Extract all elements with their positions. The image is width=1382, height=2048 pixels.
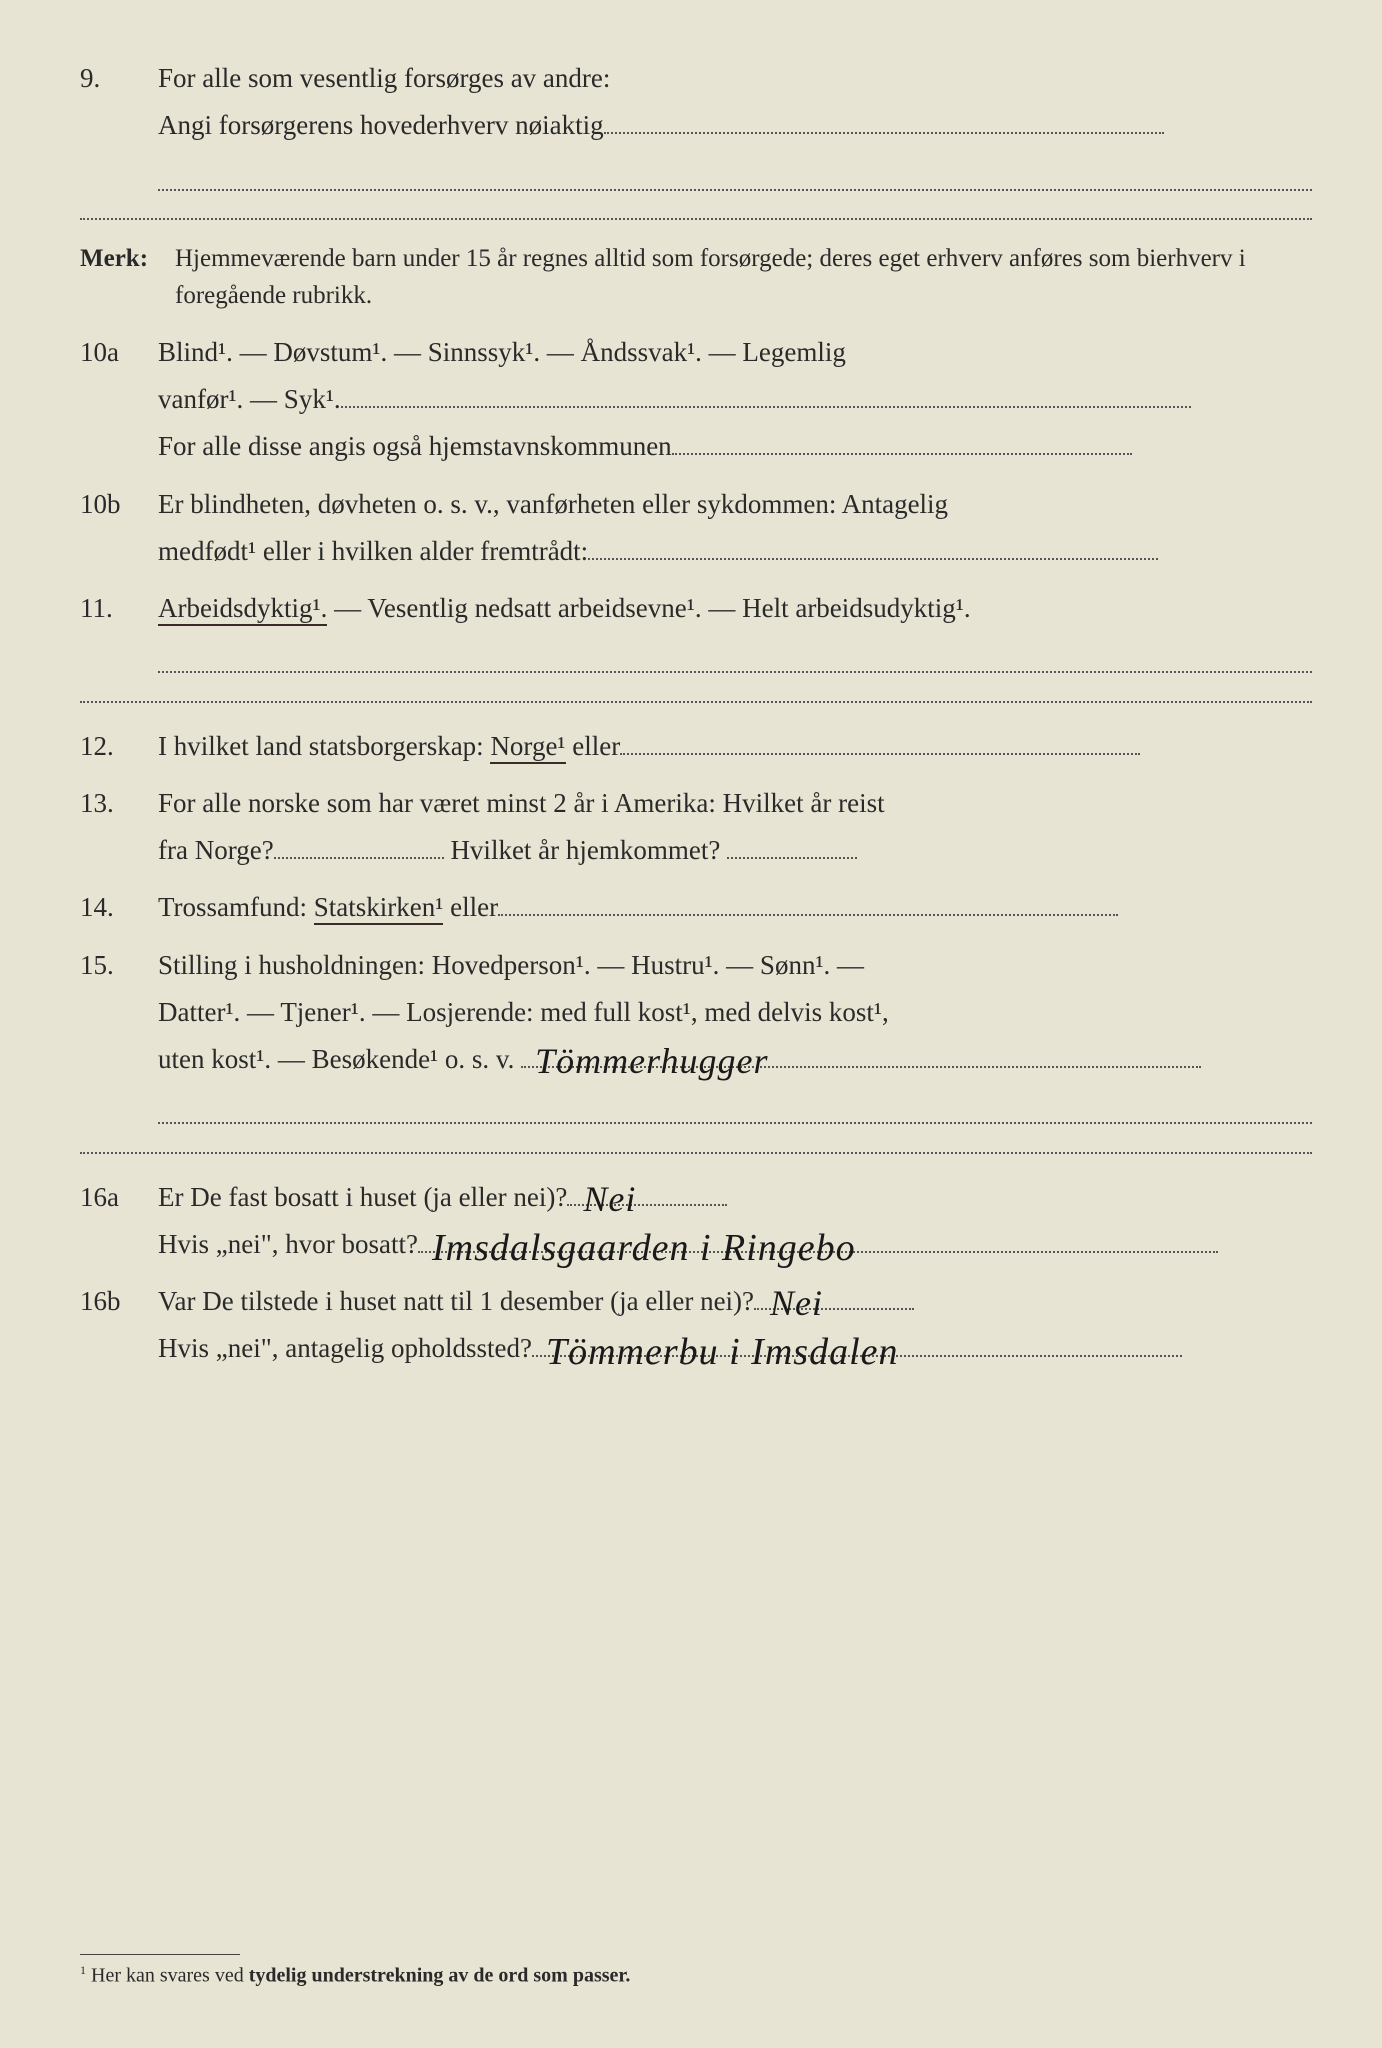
blank-line: Tömmerbu i Imsdalen bbox=[532, 1355, 1182, 1357]
q11-underlined: Arbeidsdyktig¹. bbox=[158, 593, 327, 626]
q16a-line1: Er De fast bosatt i huset (ja eller nei)… bbox=[158, 1174, 1312, 1221]
q15-line1: Stilling i husholdningen: Hovedperson¹. … bbox=[158, 942, 1312, 989]
q14-underlined: Statskirken¹ bbox=[314, 892, 444, 925]
q16b-content: Var De tilstede i huset natt til 1 desem… bbox=[158, 1278, 1312, 1373]
q13-line2: fra Norge? Hvilket år hjemkommet? bbox=[158, 827, 1312, 874]
section-divider bbox=[80, 1152, 1312, 1154]
q14-content: Trossamfund: Statskirken¹ eller bbox=[158, 884, 1312, 931]
q15-line2: Datter¹. — Tjener¹. — Losjerende: med fu… bbox=[158, 989, 1312, 1036]
q9-content: For alle som vesentlig forsørges av andr… bbox=[158, 55, 1312, 206]
q15-content: Stilling i husholdningen: Hovedperson¹. … bbox=[158, 942, 1312, 1140]
q10b-line2-text: medfødt¹ eller i hvilken alder fremtrådt… bbox=[158, 536, 588, 566]
q10a-content: Blind¹. — Døvstum¹. — Sinnssyk¹. — Åndss… bbox=[158, 329, 1312, 471]
q10a-line2-text: vanfør¹. — Syk¹. bbox=[158, 384, 341, 414]
q10b-line2: medfødt¹ eller i hvilken alder fremtrådt… bbox=[158, 528, 1312, 575]
blank-line: Nei bbox=[567, 1204, 727, 1206]
blank-line: Nei bbox=[754, 1308, 914, 1310]
q14-number: 14. bbox=[80, 884, 158, 931]
q14-a: Trossamfund: bbox=[158, 892, 314, 922]
question-12: 12. I hvilket land statsborgerskap: Norg… bbox=[80, 723, 1312, 770]
q10b-content: Er blindheten, døvheten o. s. v., vanfør… bbox=[158, 481, 1312, 576]
blank-line bbox=[620, 753, 1140, 755]
blank-line bbox=[672, 453, 1132, 455]
q12-c: eller bbox=[566, 731, 621, 761]
q10b-number: 10b bbox=[80, 481, 158, 528]
q16a-line2-text: Hvis „nei", hvor bosatt? bbox=[158, 1229, 418, 1259]
question-10b: 10b Er blindheten, døvheten o. s. v., va… bbox=[80, 481, 1312, 576]
q15-line3: uten kost¹. — Besøkende¹ o. s. v. Tömmer… bbox=[158, 1036, 1312, 1083]
merk-text: Hjemmeværende barn under 15 år regnes al… bbox=[175, 240, 1312, 315]
q10a-line3: For alle disse angis også hjemstavnskomm… bbox=[158, 423, 1312, 470]
q11-rest: — Vesentlig nedsatt arbeidsevne¹. — Helt… bbox=[327, 593, 970, 623]
question-10a: 10a Blind¹. — Døvstum¹. — Sinnssyk¹. — Å… bbox=[80, 329, 1312, 471]
q11-content: Arbeidsdyktig¹. — Vesentlig nedsatt arbe… bbox=[158, 585, 1312, 689]
blank-line bbox=[588, 558, 1158, 560]
blank-line bbox=[158, 188, 1312, 191]
q14-c: eller bbox=[443, 892, 498, 922]
q13-line2a: fra Norge? bbox=[158, 835, 274, 865]
q15-line3-text: uten kost¹. — Besøkende¹ o. s. v. bbox=[158, 1044, 514, 1074]
q10a-line3-text: For alle disse angis også hjemstavnskomm… bbox=[158, 431, 672, 461]
blank-line bbox=[341, 406, 1191, 408]
q15-number: 15. bbox=[80, 942, 158, 989]
q10b-line1: Er blindheten, døvheten o. s. v., vanfør… bbox=[158, 481, 1312, 528]
q9-line1: For alle som vesentlig forsørges av andr… bbox=[158, 55, 1312, 102]
q16b-line1: Var De tilstede i huset natt til 1 desem… bbox=[158, 1278, 1312, 1325]
q11-number: 11. bbox=[80, 585, 158, 632]
q9-line2: Angi forsørgerens hovederhverv nøiaktig bbox=[158, 102, 1312, 149]
footnote-rule bbox=[80, 1954, 240, 1955]
q13-line2b: Hvilket år hjemkommet? bbox=[444, 835, 727, 865]
handwriting-16b-2: Tömmerbu i Imsdalen bbox=[546, 1319, 899, 1386]
blank-line bbox=[604, 132, 1164, 134]
q16b-number: 16b bbox=[80, 1278, 158, 1325]
blank-line bbox=[727, 857, 857, 859]
question-16b: 16b Var De tilstede i huset natt til 1 d… bbox=[80, 1278, 1312, 1373]
q10a-number: 10a bbox=[80, 329, 158, 376]
q16a-line1-text: Er De fast bosatt i huset (ja eller nei)… bbox=[158, 1182, 567, 1212]
section-divider bbox=[80, 218, 1312, 220]
q16a-number: 16a bbox=[80, 1174, 158, 1221]
q13-content: For alle norske som har været minst 2 år… bbox=[158, 780, 1312, 875]
q10a-line1: Blind¹. — Døvstum¹. — Sinnssyk¹. — Åndss… bbox=[158, 329, 1312, 376]
q12-content: I hvilket land statsborgerskap: Norge¹ e… bbox=[158, 723, 1312, 770]
blank-line: Imsdalsgaarden i Ringebo bbox=[418, 1251, 1218, 1253]
q16b-line2-text: Hvis „nei", antagelig opholdssted? bbox=[158, 1333, 532, 1363]
footnote-bold: tydelig understrekning av de ord som pas… bbox=[249, 1965, 631, 1987]
footnote-text: Her kan svares ved bbox=[86, 1965, 249, 1987]
q12-a: I hvilket land statsborgerskap: bbox=[158, 731, 490, 761]
blank-line bbox=[498, 914, 1118, 916]
question-16a: 16a Er De fast bosatt i huset (ja eller … bbox=[80, 1174, 1312, 1269]
q16a-line2: Hvis „nei", hvor bosatt? Imsdalsgaarden … bbox=[158, 1221, 1312, 1268]
blank-line: Tömmerhugger bbox=[521, 1066, 1201, 1068]
handwriting-occupation: Tömmerhugger bbox=[535, 1030, 768, 1093]
question-15: 15. Stilling i husholdningen: Hovedperso… bbox=[80, 942, 1312, 1140]
blank-line bbox=[158, 670, 1312, 673]
q9-line2-text: Angi forsørgerens hovederhverv nøiaktig bbox=[158, 110, 604, 140]
merk-label: Merk: bbox=[80, 240, 175, 315]
q16b-line2: Hvis „nei", antagelig opholdssted? Tömme… bbox=[158, 1325, 1312, 1372]
question-9: 9. For alle som vesentlig forsørges av a… bbox=[80, 55, 1312, 206]
question-11: 11. Arbeidsdyktig¹. — Vesentlig nedsatt … bbox=[80, 585, 1312, 689]
q16b-line1-text: Var De tilstede i huset natt til 1 desem… bbox=[158, 1286, 754, 1316]
q13-number: 13. bbox=[80, 780, 158, 827]
merk-note: Merk: Hjemmeværende barn under 15 år reg… bbox=[80, 240, 1312, 315]
q12-number: 12. bbox=[80, 723, 158, 770]
question-13: 13. For alle norske som har været minst … bbox=[80, 780, 1312, 875]
footnote: 1 Her kan svares ved tydelig understrekn… bbox=[80, 1954, 630, 1988]
q13-line1: For alle norske som har været minst 2 år… bbox=[158, 780, 1312, 827]
blank-line bbox=[274, 857, 444, 859]
q9-number: 9. bbox=[80, 55, 158, 102]
q12-underlined: Norge¹ bbox=[490, 731, 565, 764]
question-14: 14. Trossamfund: Statskirken¹ eller bbox=[80, 884, 1312, 931]
blank-line bbox=[158, 1121, 1312, 1124]
q10a-line2: vanfør¹. — Syk¹. bbox=[158, 376, 1312, 423]
section-divider bbox=[80, 701, 1312, 703]
q16a-content: Er De fast bosatt i huset (ja eller nei)… bbox=[158, 1174, 1312, 1269]
